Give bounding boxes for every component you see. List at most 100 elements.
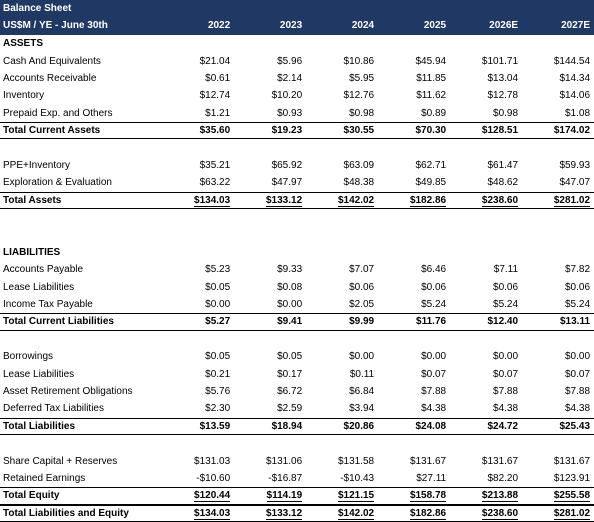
- value-text: $2.14: [277, 72, 303, 84]
- row-label: Total Current Liabilities: [3, 316, 114, 328]
- value-text: $20.86: [343, 420, 375, 432]
- value-cell: $0.00: [522, 351, 594, 362]
- table-row: Accounts Payable $5.23 $9.33 $7.07 $6.46 $7.1…: [0, 261, 594, 278]
- value-cell: $0.00: [162, 299, 234, 310]
- value-text: $14.06: [559, 90, 591, 102]
- value-cell: $0.61: [162, 73, 234, 84]
- value-text: $21.04: [199, 55, 231, 67]
- value-cell: $131.67: [378, 456, 450, 467]
- value-text: $12.40: [487, 316, 519, 328]
- value-cell: $4.38: [522, 403, 594, 414]
- value-cell: $0.21: [162, 369, 234, 380]
- value-cell: $0.05: [234, 351, 306, 362]
- year-header-row: US$M / YE - June 30th 2022 2023 2024 202…: [0, 16, 594, 35]
- value-cell: $0.17: [234, 369, 306, 380]
- row-label: Total Equity: [3, 490, 60, 502]
- value-text: $0.06: [493, 281, 519, 293]
- value-cell: $7.07: [306, 264, 378, 275]
- value-cell: $0.07: [378, 369, 450, 380]
- value-text: $48.38: [343, 177, 375, 189]
- table-row: Retained Earnings -$10.60 -$16.87 -$10.43 $2…: [0, 470, 594, 487]
- value-text: $13.11: [559, 316, 591, 328]
- table-row: Share Capital + Reserves $131.03 $131.06 $1…: [0, 452, 594, 469]
- value-cell: $182.86: [378, 507, 450, 520]
- value-text: $35.21: [199, 159, 231, 171]
- value-text: $0.11: [349, 368, 375, 380]
- value-cell: $63.22: [162, 177, 234, 188]
- row-label: Asset Retirement Obligations: [3, 386, 133, 397]
- value-text: $144.54: [553, 55, 591, 67]
- value-text: $133.12: [266, 507, 303, 520]
- value-text: $142.02: [337, 194, 375, 207]
- value-cell: $13.04: [450, 73, 522, 84]
- value-text: $9.33: [277, 264, 303, 276]
- spacer-row: [0, 435, 594, 452]
- value-text: $6.72: [277, 386, 303, 397]
- value-text: $123.91: [553, 472, 591, 484]
- value-cell: $134.03: [162, 507, 234, 520]
- year-header: 2025: [423, 20, 447, 31]
- value-text: $4.38: [421, 403, 447, 415]
- table-title-row: Balance Sheet: [0, 0, 594, 16]
- value-text: $7.88: [565, 386, 591, 397]
- value-text: $82.20: [487, 472, 519, 484]
- value-text: $213.88: [481, 490, 519, 503]
- value-cell: $48.62: [450, 177, 522, 188]
- value-text: $5.96: [277, 55, 303, 67]
- value-cell: $0.00: [234, 299, 306, 310]
- value-cell: $2.59: [234, 403, 306, 414]
- value-cell: $128.51: [450, 125, 522, 136]
- value-cell: $101.71: [450, 56, 522, 67]
- value-text: $128.51: [481, 125, 519, 137]
- value-cell: $144.54: [522, 56, 594, 67]
- value-cell: $7.88: [522, 386, 594, 397]
- value-cell: $47.07: [522, 177, 594, 188]
- value-text: $13.59: [199, 420, 231, 432]
- table-row: Inventory $12.74 $10.20 $12.76 $11.62 $12.78 $…: [0, 87, 594, 104]
- value-cell: $62.71: [378, 160, 450, 171]
- value-text: $5.24: [565, 299, 591, 311]
- value-text: $18.94: [271, 420, 303, 432]
- value-text: $49.85: [415, 177, 447, 189]
- value-cell: $1.21: [162, 108, 234, 119]
- row-label: Borrowings: [3, 351, 54, 363]
- table-body: ASSETS Cash And Equivalents $21.04 $5.96 $10…: [0, 35, 594, 522]
- spacer-row: [0, 209, 594, 226]
- row-label: Total Assets: [3, 194, 62, 206]
- value-text: $65.92: [271, 159, 303, 171]
- value-text: $48.62: [487, 177, 519, 189]
- value-text: $14.34: [559, 72, 591, 84]
- value-text: $0.06: [349, 281, 375, 293]
- row-label: Income Tax Payable: [3, 299, 93, 311]
- value-cell: $5.27: [162, 316, 234, 327]
- value-text: $0.05: [205, 281, 231, 293]
- value-text: $182.86: [409, 507, 447, 520]
- table-title: Balance Sheet: [3, 2, 72, 14]
- value-cell: $6.46: [378, 264, 450, 275]
- value-cell: $14.06: [522, 90, 594, 101]
- value-text: $0.17: [277, 368, 303, 380]
- value-cell: $0.00: [450, 351, 522, 362]
- value-cell: $7.88: [450, 386, 522, 397]
- value-text: $0.05: [277, 351, 303, 363]
- table-row: Prepaid Exp. and Others $1.21 $0.93 $0.98 $0…: [0, 105, 594, 122]
- value-cell: $0.06: [306, 282, 378, 293]
- value-text: $63.09: [343, 159, 375, 171]
- value-cell: $11.62: [378, 90, 450, 101]
- value-cell: $142.02: [306, 194, 378, 207]
- value-text: $2.05: [349, 299, 375, 311]
- value-cell: $131.06: [234, 456, 306, 467]
- value-cell: $133.12: [234, 194, 306, 207]
- value-text: $133.12: [266, 194, 303, 207]
- value-cell: $24.08: [378, 421, 450, 432]
- value-text: $0.00: [277, 299, 303, 311]
- table-row: Accounts Receivable $0.61 $2.14 $5.95 $11.85…: [0, 70, 594, 87]
- value-cell: $0.07: [450, 369, 522, 380]
- value-cell: $63.09: [306, 160, 378, 171]
- value-cell: $5.24: [378, 299, 450, 310]
- value-cell: $0.89: [378, 108, 450, 119]
- value-text: $24.08: [415, 420, 447, 432]
- value-text: $6.46: [421, 264, 447, 276]
- value-text: $0.98: [349, 107, 375, 119]
- value-text: $0.00: [565, 351, 591, 363]
